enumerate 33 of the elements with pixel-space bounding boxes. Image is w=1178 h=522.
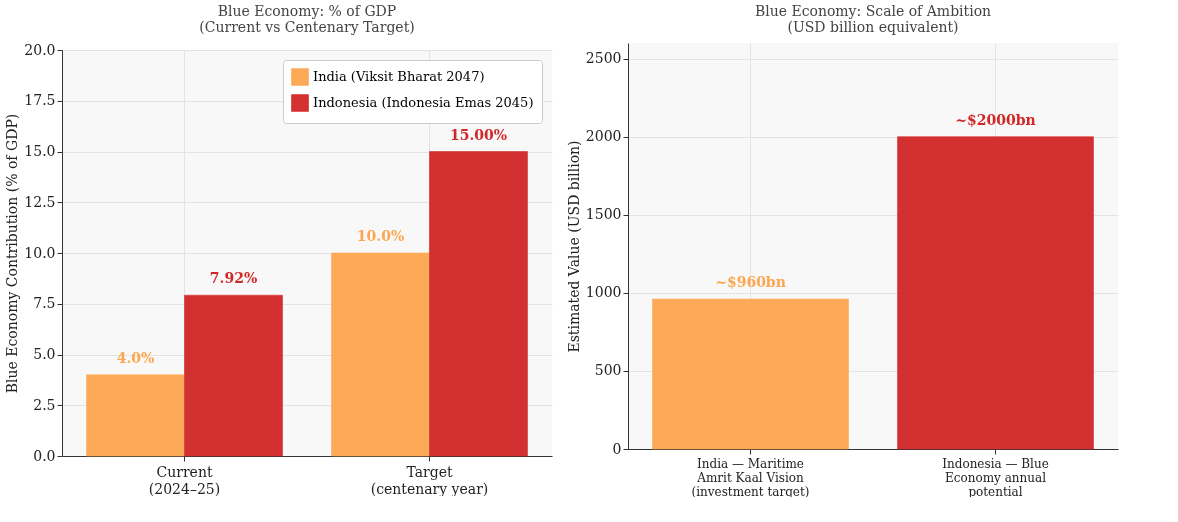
x-tick-label: Target (centenary year) [370,463,489,497]
y-tick-label: 1500 [585,206,622,223]
chart-title: Blue Economy: Scale of Ambition (USD billion equivalent) [754,3,992,35]
bar [184,294,283,457]
data-label: 10.0% [356,228,405,244]
bar [429,151,528,457]
y-axis-title: Estimated Value (USD billion) [565,140,582,353]
y-tick-label: 17.5 [24,92,56,109]
legend-label: Indonesia (Indonesia Emas 2045) [313,95,534,110]
data-label: 7.92% [209,270,258,287]
legend-label: India (Viksit Bharat 2047) [313,69,485,84]
data-label: 4.0% [116,349,155,366]
y-axis-title: Blue Economy Contribution (% of GDP) [4,113,21,394]
data-label: 15.00% [449,126,508,143]
y-tick-label: 10.0 [24,244,56,261]
y-tick-label: 1000 [585,284,622,301]
data-label: ~$960bn [715,274,786,291]
y-tick-label: 7.5 [33,295,56,312]
y-tick-label: 2000 [585,128,622,145]
y-tick-label: 500 [594,362,622,379]
y-tick-label: 0 [612,440,622,457]
y-tick-label: 2.5 [33,396,56,413]
bar [86,374,185,457]
y-tick-label: 2500 [585,50,622,67]
y-tick-label: 20.0 [24,41,56,58]
bar [331,252,430,457]
y-tick-label: 0.0 [33,447,56,464]
y-tick-label: 5.0 [33,346,56,362]
y-tick-label: 12.5 [24,193,56,210]
y-tick-label: 15.0 [24,143,56,159]
chart-title: Blue Economy: % of GDP (Current vs Centenary Target) [199,3,415,35]
data-label: ~$2000bn [955,111,1036,128]
x-tick-label: Current (2024–25) [148,463,221,497]
